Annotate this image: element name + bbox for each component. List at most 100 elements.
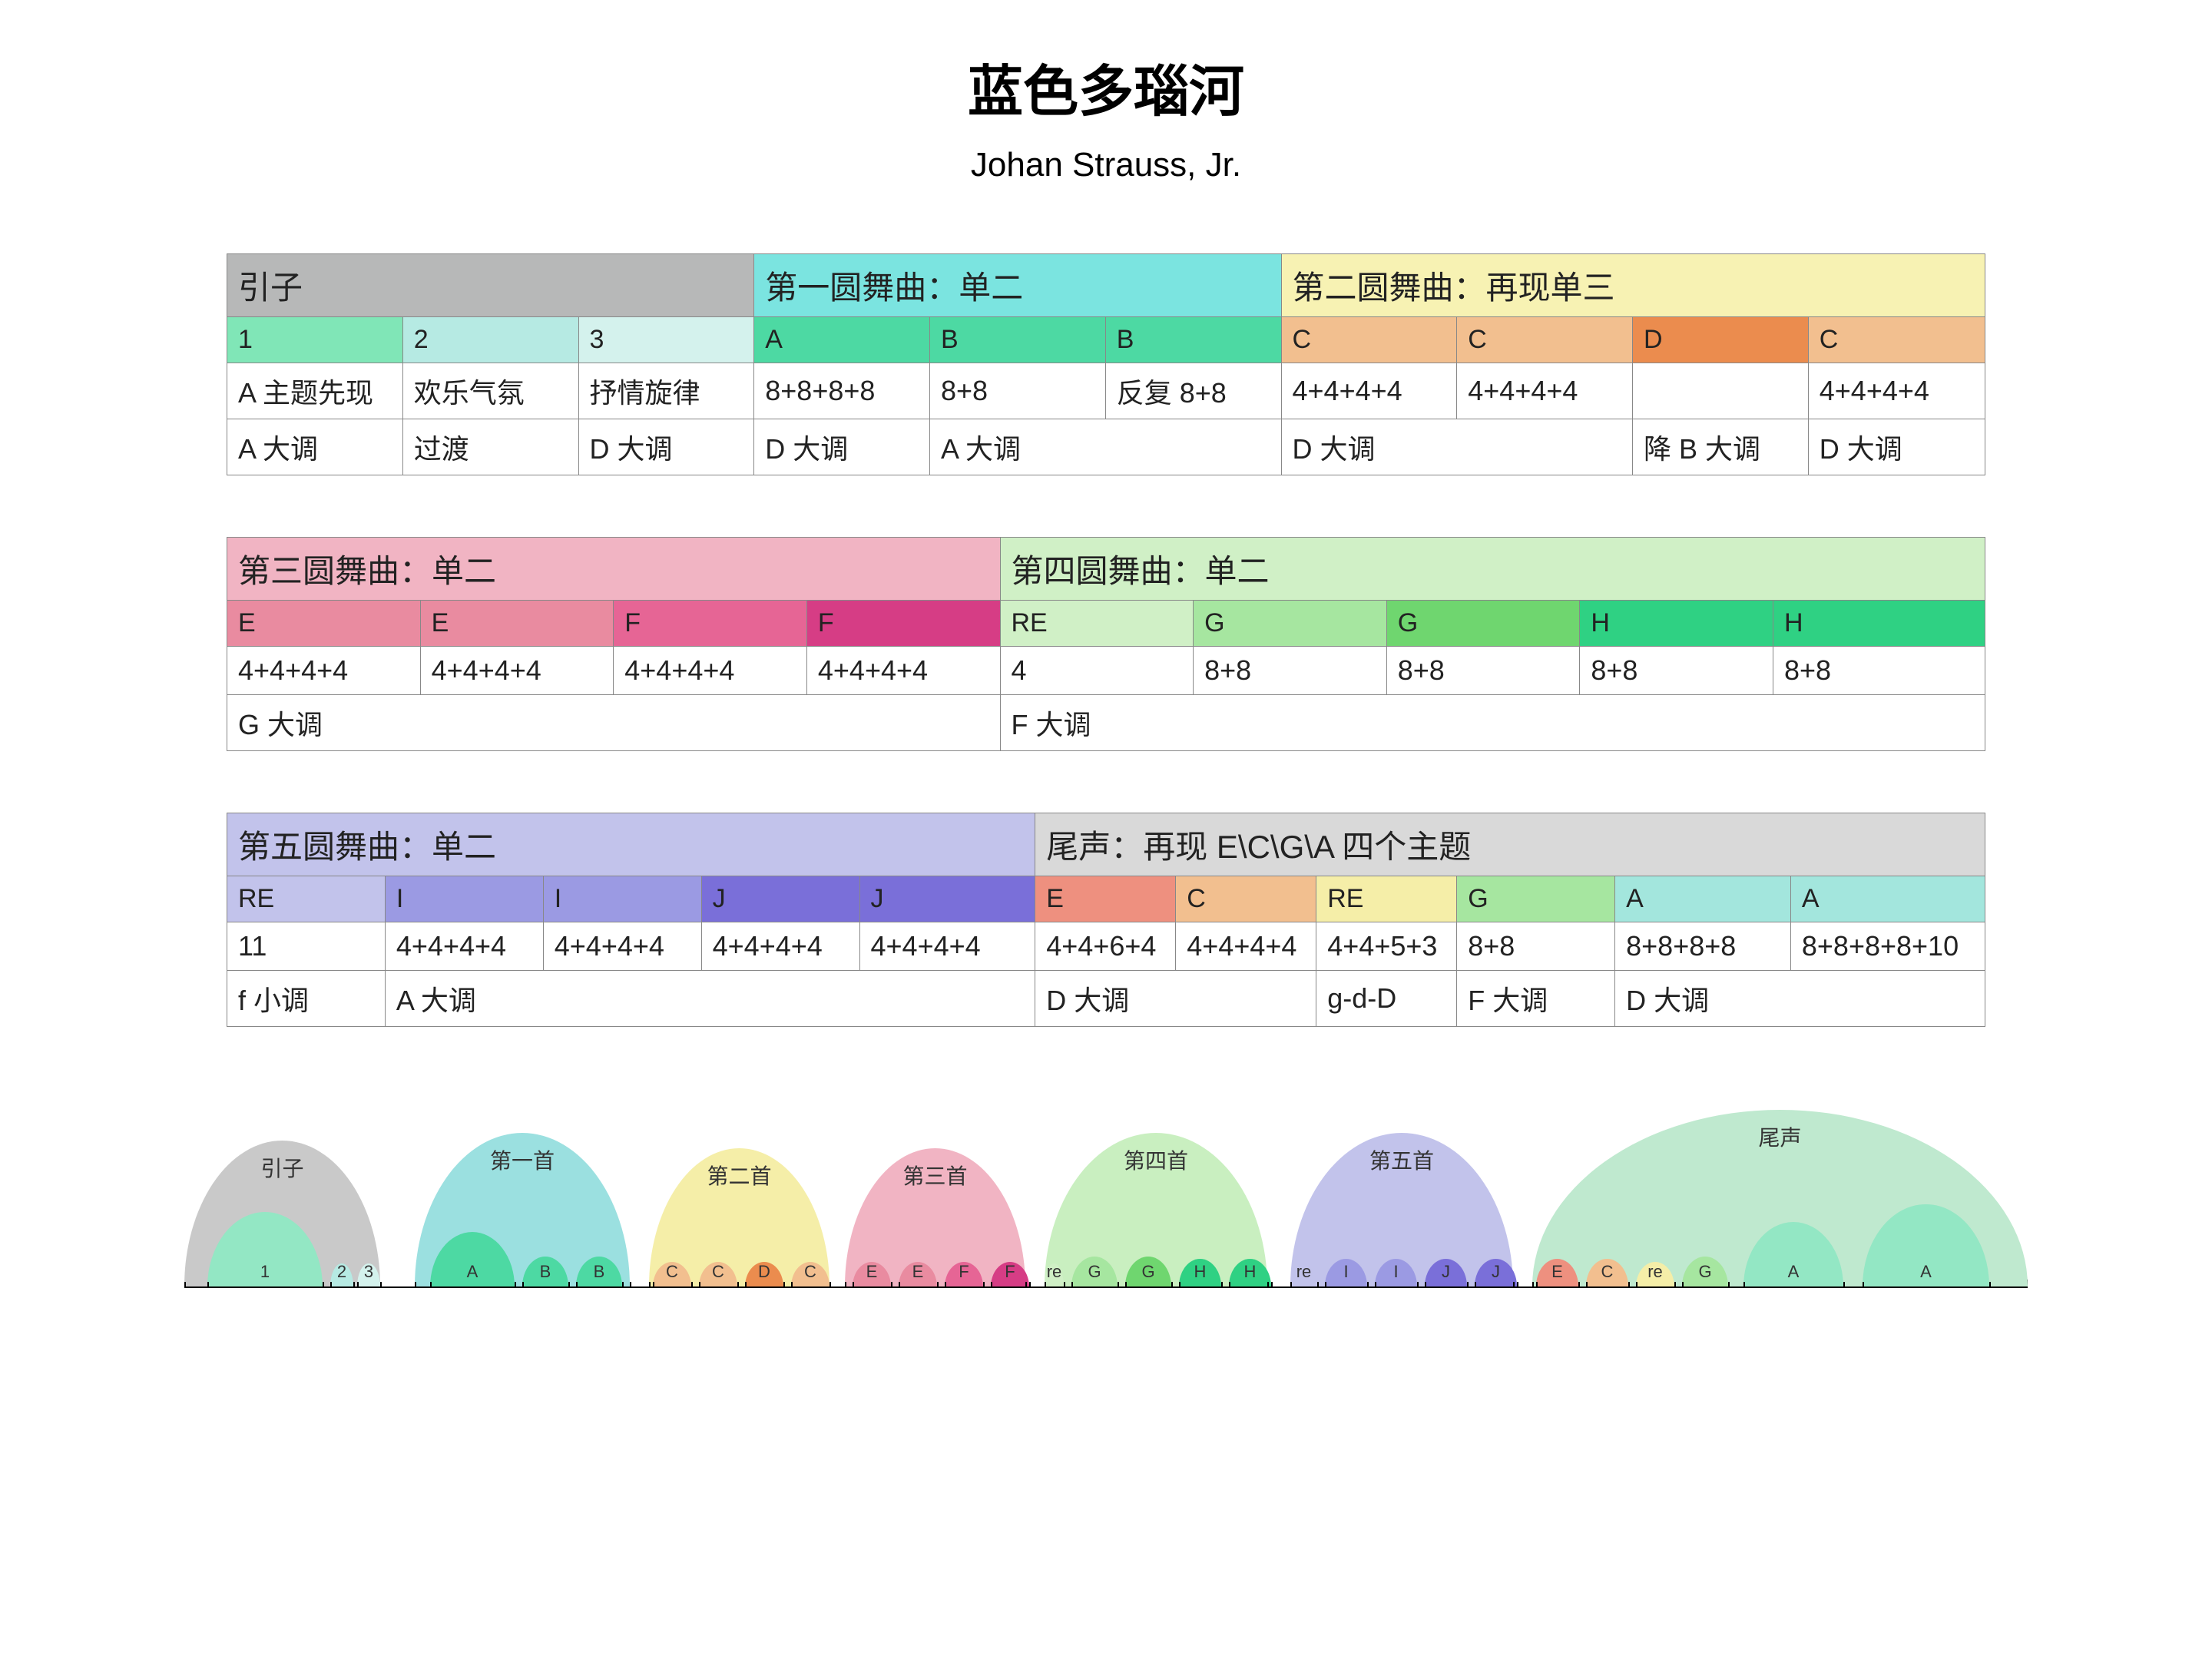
cell: 8+8	[1580, 647, 1773, 695]
inner-arc-label: re	[1296, 1262, 1312, 1282]
inner-arc-label: E	[912, 1262, 924, 1282]
axis-tick	[1989, 1282, 1991, 1288]
inner-arc-label: I	[1393, 1262, 1398, 1282]
axis-tick	[1467, 1282, 1469, 1288]
axis-tick	[1064, 1282, 1065, 1288]
cell: B	[1105, 317, 1281, 363]
cell: 8+8	[1386, 647, 1580, 695]
axis-tick	[515, 1282, 516, 1288]
cell: RE	[1316, 876, 1457, 922]
inner-arc-label: re	[1047, 1262, 1062, 1282]
cell: 引子	[227, 254, 754, 317]
cell: J	[701, 876, 859, 922]
cell: D 大调	[1035, 971, 1316, 1027]
axis-tick	[415, 1282, 416, 1288]
axis-tick	[1417, 1282, 1419, 1288]
cell: 4+4+4+4	[385, 922, 543, 971]
inner-arc-label: G	[1698, 1262, 1711, 1282]
axis-tick	[891, 1282, 892, 1288]
axis-tick	[699, 1282, 700, 1288]
inner-arc-label: I	[1343, 1262, 1348, 1282]
axis-tick	[1221, 1282, 1223, 1288]
inner-arc-label: H	[1244, 1262, 1257, 1282]
cell: D 大调	[1281, 419, 1633, 475]
inner-arc-label: 2	[337, 1262, 346, 1282]
axis-tick	[323, 1282, 324, 1288]
axis-tick	[1118, 1282, 1119, 1288]
inner-arc-label: B	[540, 1262, 551, 1282]
axis-tick	[1045, 1282, 1046, 1288]
inner-arc-label: E	[866, 1262, 878, 1282]
outer-arc-label: 第二首	[707, 1160, 771, 1190]
axis-tick	[1125, 1282, 1127, 1288]
inner-arc-label: H	[1194, 1262, 1207, 1282]
inner-arc-label: F	[959, 1262, 969, 1282]
cell: A 大调	[227, 419, 403, 475]
cell: 4+4+5+3	[1316, 922, 1457, 971]
cell: 8+8	[1773, 647, 1985, 695]
cell: 4+4+4+4	[1457, 363, 1633, 419]
cell: B	[930, 317, 1106, 363]
axis-tick	[845, 1282, 846, 1288]
cell: F	[614, 601, 807, 647]
axis-tick	[330, 1282, 332, 1288]
axis-tick	[1513, 1282, 1515, 1288]
axis-tick	[353, 1282, 355, 1288]
outer-arc-label: 第五首	[1369, 1144, 1434, 1175]
cell: D 大调	[578, 419, 754, 475]
cell: 8+8	[1457, 922, 1615, 971]
inner-arc-label: C	[804, 1262, 816, 1282]
cell: 2	[402, 317, 578, 363]
inner-arc-label: A	[467, 1262, 478, 1282]
outer-arc-label: 引子	[260, 1152, 303, 1183]
axis-tick	[522, 1282, 524, 1288]
cell: F 大调	[1457, 971, 1615, 1027]
axis-tick	[853, 1282, 854, 1288]
cell: 8+8+8+8+10	[1790, 922, 1985, 971]
cell: 4+4+4+4	[1281, 363, 1457, 419]
axis-tick	[1025, 1282, 1027, 1288]
cell: D	[1633, 317, 1809, 363]
cell: G	[1457, 876, 1615, 922]
cell: 8+8+8+8	[1615, 922, 1791, 971]
cell: C	[1457, 317, 1633, 363]
axis-tick	[1517, 1282, 1518, 1288]
cell	[1633, 363, 1809, 419]
axis-tick	[783, 1282, 785, 1288]
axis-tick	[1029, 1282, 1031, 1288]
cell: 3	[578, 317, 754, 363]
axis-tick	[1229, 1282, 1230, 1288]
axis-tick	[945, 1282, 946, 1288]
cell: I	[385, 876, 543, 922]
axis-tick	[1532, 1282, 1534, 1288]
axis-tick	[830, 1282, 831, 1288]
cell: 第五圆舞曲：单二	[227, 813, 1035, 876]
axis-tick	[653, 1282, 654, 1288]
axis-tick	[1586, 1282, 1588, 1288]
axis-tick	[1728, 1282, 1730, 1288]
axis-tick	[1863, 1282, 1864, 1288]
cell: 抒情旋律	[578, 363, 754, 419]
axis-tick	[937, 1282, 939, 1288]
cell: A 大调	[385, 971, 1035, 1027]
inner-arc-label: J	[1442, 1262, 1450, 1282]
axis-tick	[1475, 1282, 1476, 1288]
axis-tick	[380, 1282, 382, 1288]
axis-tick	[1682, 1282, 1684, 1288]
axis-tick	[1743, 1282, 1745, 1288]
inner-arc-label: C	[712, 1262, 724, 1282]
cell: 过渡	[402, 419, 578, 475]
cell: 4+4+4+4	[1808, 363, 1985, 419]
inner-arc-label: C	[666, 1262, 678, 1282]
structure-table-2: 第五圆舞曲：单二尾声：再现 E\C\G\A 四个主题REIIJJECREGAA1…	[227, 813, 1985, 1027]
outer-arc-label: 第三首	[902, 1160, 967, 1190]
axis-tick	[1578, 1282, 1580, 1288]
outer-arc-label: 第一首	[490, 1144, 555, 1175]
cell: 8+8+8+8	[754, 363, 930, 419]
cell: C	[1176, 876, 1316, 922]
cell: G	[1386, 601, 1580, 647]
outer-arc-label: 第四首	[1124, 1144, 1188, 1175]
cell: 第二圆舞曲：再现单三	[1281, 254, 1985, 317]
axis-tick	[1071, 1282, 1073, 1288]
axis-tick	[991, 1282, 992, 1288]
